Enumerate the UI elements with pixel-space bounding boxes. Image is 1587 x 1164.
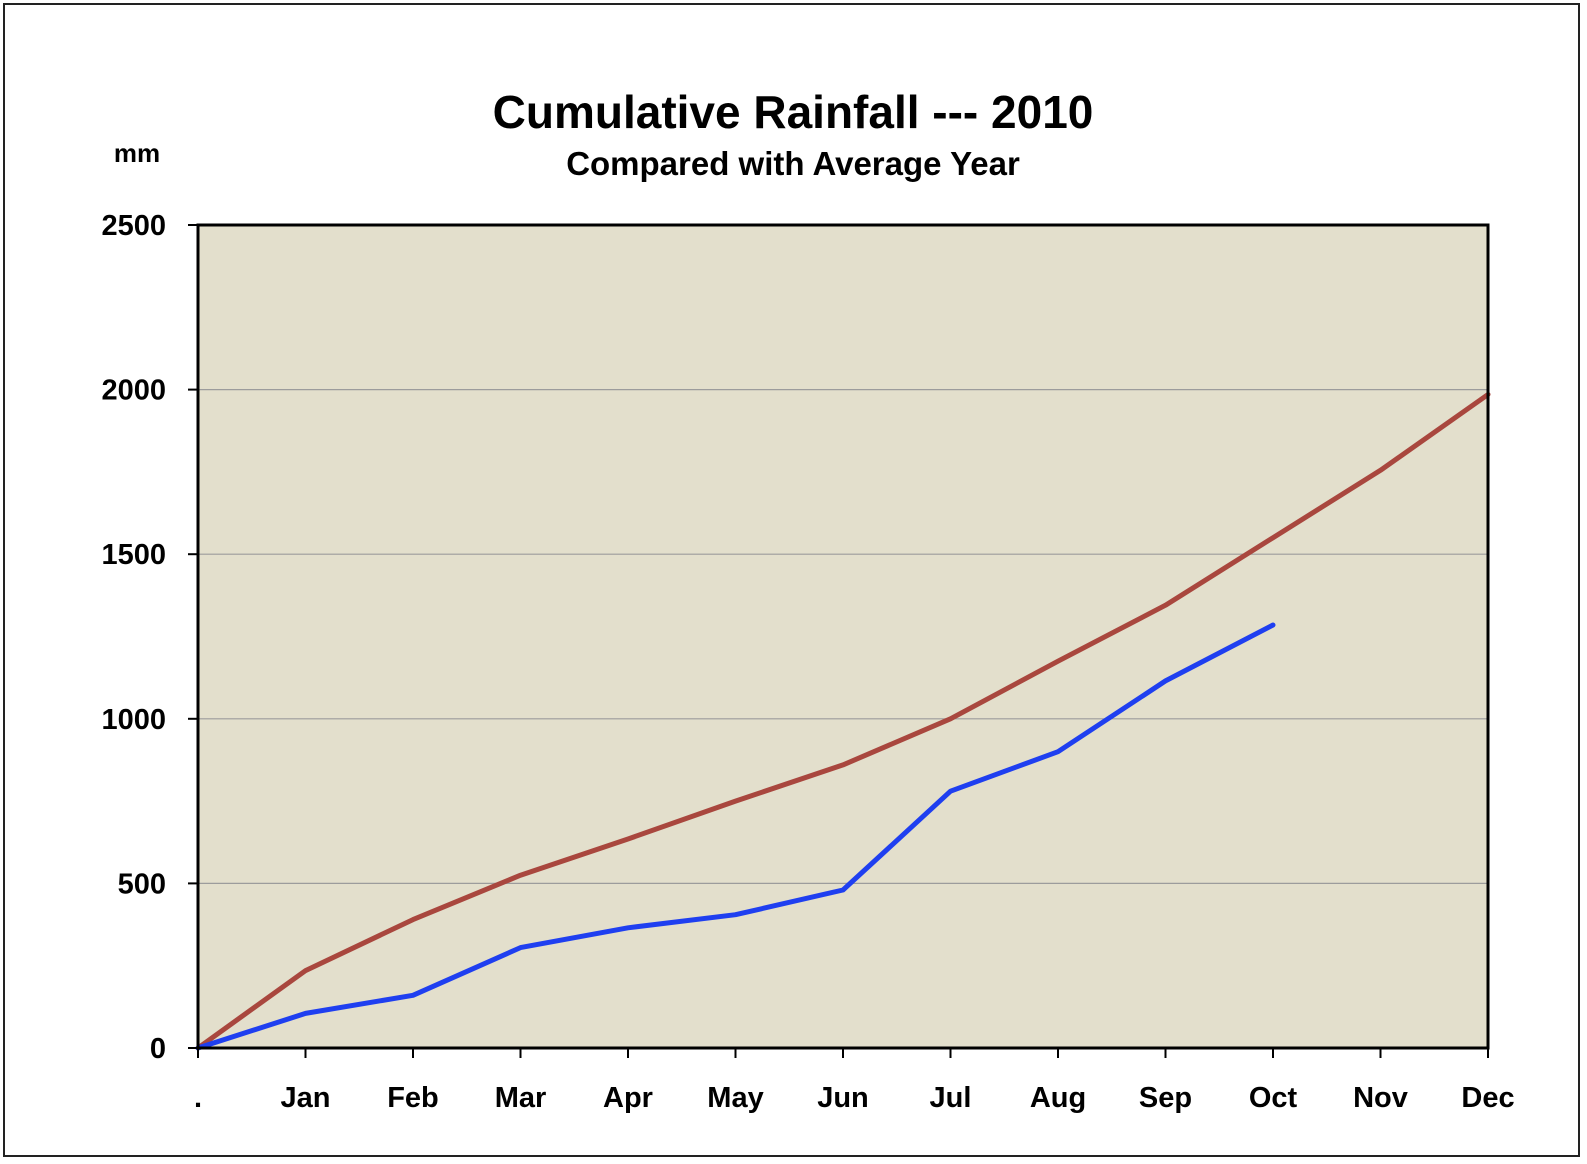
y-tick-label: 2000 xyxy=(101,375,166,407)
x-axis-ticks: . Jan Feb Mar Apr May Jun Jul Aug Sep Oct Nov Dec xyxy=(194,1048,1515,1114)
plot-area xyxy=(198,225,1488,1048)
y-tick-label: 500 xyxy=(118,868,166,900)
x-tick-label: Mar xyxy=(495,1082,547,1114)
x-tick-label: Jul xyxy=(930,1082,972,1114)
y-axis-unit: mm xyxy=(114,138,160,168)
y-tick-label: 0 xyxy=(150,1033,166,1065)
x-tick-label: Oct xyxy=(1249,1082,1298,1114)
x-tick-label: Nov xyxy=(1353,1082,1408,1114)
y-tick-label: 2500 xyxy=(101,210,166,242)
x-tick-label: Aug xyxy=(1030,1082,1086,1114)
y-tick-label: 1000 xyxy=(101,704,166,736)
y-tick-label: 1500 xyxy=(101,539,166,571)
x-tick-label: Sep xyxy=(1139,1082,1192,1114)
y-axis-ticks: 0 500 1000 1500 2000 2500 xyxy=(101,210,198,1065)
x-tick-label: Jan xyxy=(281,1082,331,1114)
series-lines xyxy=(195,392,1491,1051)
x-tick-label: Jun xyxy=(817,1082,869,1114)
x-tick-label: Dec xyxy=(1461,1082,1514,1114)
x-tick-label: . xyxy=(194,1082,202,1114)
x-tick-label: Feb xyxy=(387,1082,439,1114)
gridlines xyxy=(198,389,1488,885)
chart-subtitle: Compared with Average Year xyxy=(566,145,1020,182)
x-tick-label: Apr xyxy=(603,1082,653,1114)
chart-title: Cumulative Rainfall --- 2010 xyxy=(493,86,1094,138)
x-tick-label: May xyxy=(707,1082,763,1114)
